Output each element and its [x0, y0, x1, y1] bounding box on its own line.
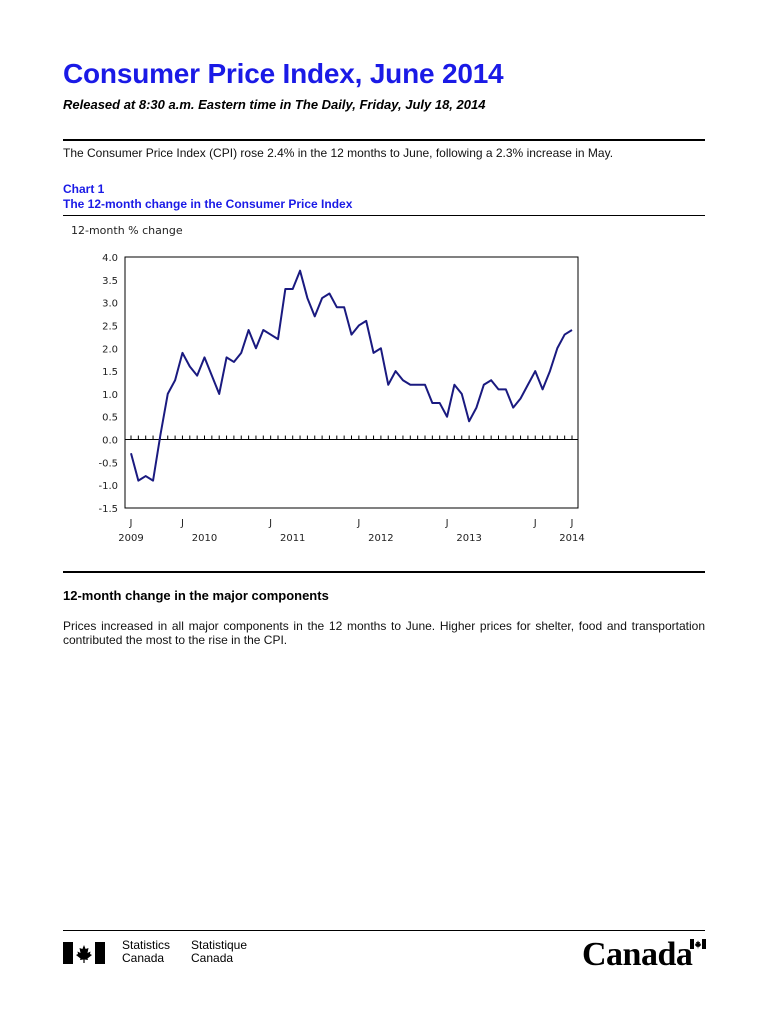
series-line: [130, 269, 573, 482]
x-year-label: 2014: [559, 533, 584, 544]
x-month-label: J: [445, 518, 449, 529]
y-tick-label: 3.0: [102, 299, 118, 310]
y-tick-label: -0.5: [98, 458, 118, 469]
y-tick-label: -1.0: [98, 481, 118, 492]
x-year-label: 2011: [280, 533, 305, 544]
y-tick-label: 0.5: [102, 413, 118, 424]
x-year-label: 2010: [192, 533, 217, 544]
section-paragraph: Prices increased in all major components…: [63, 619, 705, 647]
x-year-label: 2012: [368, 533, 393, 544]
x-year-label: 2009: [118, 533, 143, 544]
x-month-label: J: [180, 518, 184, 529]
page-title: Consumer Price Index, June 2014: [63, 58, 504, 89]
footer-divider: [63, 930, 705, 931]
canada-fr-text: Canada: [191, 951, 234, 965]
intro-text: The Consumer Price Index (CPI) rose 2.4%…: [63, 146, 614, 160]
header-divider: [63, 139, 705, 141]
chart-divider: [63, 215, 705, 216]
section-heading: 12-month change in the major components: [63, 588, 329, 603]
chart-title: The 12-month change in the Consumer Pric…: [63, 197, 353, 211]
x-month-label: J: [356, 518, 360, 529]
x-month-label: J: [129, 518, 133, 529]
y-tick-label: 2.5: [102, 321, 118, 332]
release-info: Released at 8:30 a.m. Eastern time in Th…: [63, 97, 486, 112]
section-divider: [63, 571, 705, 573]
y-tick-label: 3.5: [102, 276, 118, 287]
canada-flag-icon: [63, 942, 105, 964]
canada-en-text: Canada: [122, 951, 165, 965]
canada-wordmark: Canada: [582, 936, 693, 973]
statistique-text: Statistique: [191, 938, 248, 952]
statistics-text: Statistics: [122, 938, 171, 952]
y-tick-label: 1.5: [102, 367, 118, 378]
y-axis-label: 12-month % change: [71, 224, 183, 237]
chart-number: Chart 1: [63, 182, 105, 196]
wordmark-flag-icon: [690, 939, 706, 949]
cpi-line-chart: 12-month % change 4.0 3.5 3.0 2.5 2.0 1.5 1.0 0.…: [71, 224, 585, 544]
x-month-label: J: [570, 518, 574, 529]
y-tick-label: -1.5: [98, 504, 118, 515]
x-year-label: 2013: [456, 533, 481, 544]
y-tick-label: 0.0: [102, 436, 118, 447]
chart-caption: Chart 1 The 12-month change in the Consu…: [63, 182, 352, 212]
y-tick-label: 1.0: [102, 390, 118, 401]
x-month-label: J: [268, 518, 272, 529]
footer-french: Statistique Canada: [191, 939, 247, 965]
plot-frame: [124, 256, 579, 509]
y-tick-label: 2.0: [102, 344, 118, 355]
footer-english: Statistics Canada: [122, 939, 170, 965]
x-month-label: J: [533, 518, 537, 529]
y-tick-label: 4.0: [102, 253, 118, 264]
